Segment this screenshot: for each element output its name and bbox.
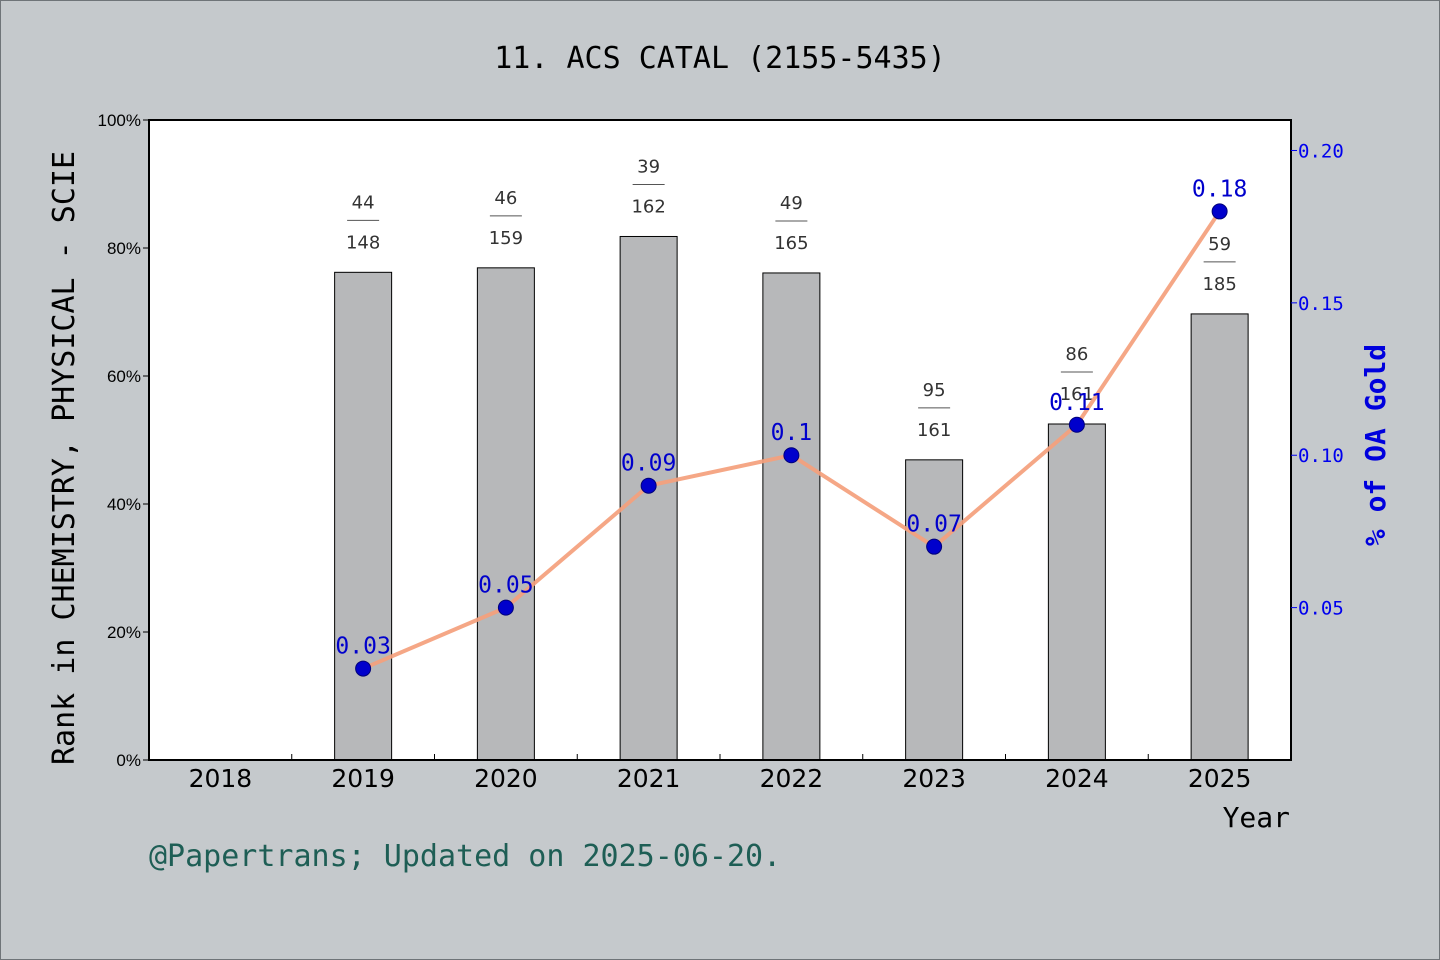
y-tick-label: 80%: [107, 239, 141, 258]
x-tick-label: 2024: [1045, 764, 1109, 793]
y-tick-label: 60%: [107, 367, 141, 386]
rank-labels: 44 148 46 159 39 162 49 165 95 161 86 161 59 185: [346, 156, 1237, 440]
x-tick-label: 2023: [902, 764, 966, 793]
y-tick-label: 20%: [107, 623, 141, 642]
x-tick-label: 2018: [189, 764, 253, 793]
total-label: 159: [489, 228, 523, 249]
oa-gold-label: 0.09: [621, 451, 676, 477]
rank-label: 49: [780, 193, 803, 214]
x-tick-label: 2025: [1188, 764, 1252, 793]
plot-area: [149, 120, 1291, 760]
y2-tick-label: 0.20: [1298, 140, 1344, 162]
rank-label: 46: [494, 188, 517, 209]
y2-tick-label: 0.10: [1298, 445, 1344, 467]
total-label: 185: [1202, 274, 1236, 295]
x-tick-label: 2019: [331, 764, 395, 793]
total-label: 161: [1060, 384, 1094, 405]
oa-gold-point: [355, 660, 372, 677]
oa-gold-point: [783, 447, 800, 464]
oa-gold-label: 0.18: [1192, 176, 1247, 202]
y-tick-label: 100%: [98, 111, 141, 130]
rank-label: 86: [1065, 344, 1088, 365]
y2-axis-ticks: 0.05 0.10 0.15 0.20: [1291, 140, 1344, 620]
y2-tick-label: 0.05: [1298, 598, 1344, 620]
oa-gold-point: [1068, 416, 1085, 433]
bar-2022: [762, 272, 821, 761]
y2-tick-label: 0.15: [1298, 293, 1344, 315]
x-tick-label: 2021: [617, 764, 681, 793]
bar-2024: [1047, 423, 1106, 761]
oa-gold-point: [926, 538, 943, 555]
total-label: 165: [774, 233, 808, 254]
x-axis-label: Year: [1223, 801, 1290, 834]
rank-label: 44: [352, 192, 375, 213]
footer-credit: @Papertrans; Updated on 2025-06-20.: [149, 839, 781, 874]
oa-gold-point: [497, 599, 514, 616]
y-tick-label: 0%: [116, 751, 141, 770]
rank-label: 59: [1208, 234, 1231, 255]
oa-gold-labels: 0.03 0.05 0.09 0.1 0.07 0.11 0.18: [335, 176, 1247, 659]
oa-gold-series: [355, 203, 1228, 677]
bar-2019: [334, 271, 393, 761]
oa-gold-label: 0.11: [1049, 390, 1104, 416]
bar-2025: [1190, 313, 1249, 761]
oa-gold-point: [1211, 203, 1228, 220]
oa-gold-label: 0.1: [771, 420, 813, 446]
bar-2023: [905, 459, 964, 761]
rank-label: 39: [637, 156, 660, 177]
y-tick-label: 40%: [107, 495, 141, 514]
oa-gold-label: 0.07: [906, 512, 961, 538]
oa-gold-point: [640, 477, 657, 494]
x-tick-label: 2022: [760, 764, 824, 793]
total-label: 148: [346, 232, 380, 253]
bar-2020: [476, 267, 535, 761]
y2-axis-label: % of OA Gold: [1359, 344, 1392, 546]
total-label: 161: [917, 420, 951, 441]
x-tick-label: 2020: [474, 764, 538, 793]
y-axis-ticks: 0% 20% 40% 60% 80% 100%: [98, 111, 149, 770]
oa-gold-label: 0.05: [478, 573, 533, 599]
oa-gold-label: 0.03: [335, 634, 390, 660]
y-axis-label: Rank in CHEMISTRY, PHYSICAL - SCIE: [47, 151, 82, 765]
chart-title: 11. ACS CATAL (2155-5435): [494, 41, 946, 76]
rank-label: 95: [923, 380, 946, 401]
total-label: 162: [631, 196, 665, 217]
bar-2021: [619, 235, 678, 761]
x-axis-ticks: 2018 2019 2020 2021 2022 2023 2024 2025: [148, 754, 1292, 793]
